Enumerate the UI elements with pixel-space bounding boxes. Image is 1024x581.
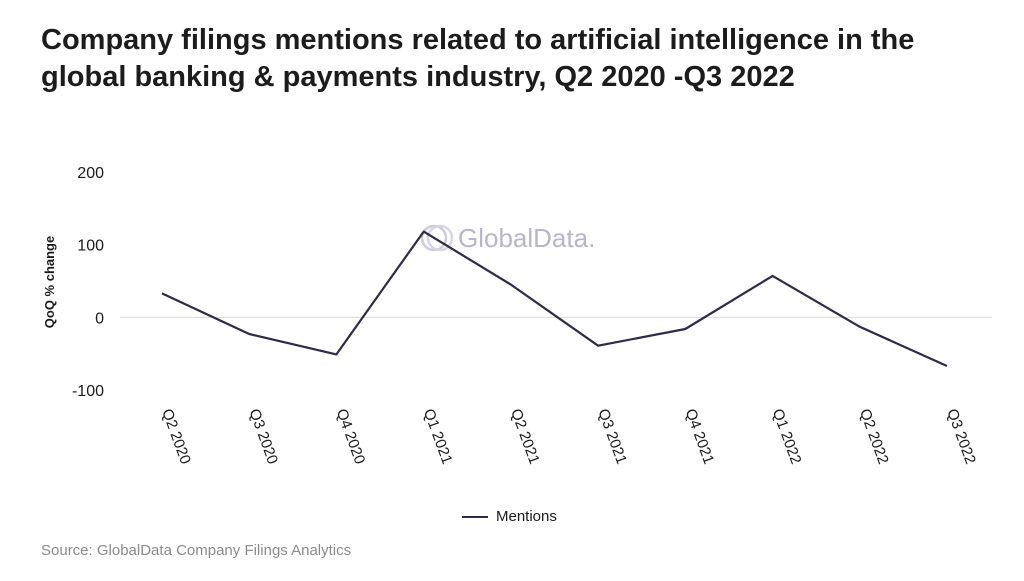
x-tick-label: Q1 2021 bbox=[420, 407, 456, 467]
legend-swatch bbox=[462, 515, 488, 518]
x-tick-label: Q2 2022 bbox=[856, 407, 892, 467]
y-axis-label: QoQ % change bbox=[42, 236, 57, 328]
x-tick-label: Q3 2022 bbox=[943, 407, 979, 467]
y-tick-label: -100 bbox=[72, 383, 104, 400]
y-tick-label: 0 bbox=[95, 310, 104, 327]
source-note: Source: GlobalData Company Filings Analy… bbox=[41, 542, 352, 559]
x-tick-label: Q2 2021 bbox=[507, 407, 543, 467]
chart-title: Company filings mentions related to arti… bbox=[41, 24, 915, 93]
x-tick-label: Q3 2020 bbox=[245, 407, 281, 467]
series-line-mentions bbox=[161, 230, 948, 368]
line-chart: GlobalData. 200 100 0 -100 Q2 2020 Q3 2020 Q4… bbox=[42, 165, 992, 467]
x-tick-label: Q4 2020 bbox=[333, 407, 369, 467]
legend: Mentions bbox=[462, 508, 557, 525]
x-tick-label: Q2 2020 bbox=[158, 407, 194, 467]
watermark-text: GlobalData. bbox=[458, 223, 595, 253]
y-tick-label: 200 bbox=[77, 165, 104, 182]
x-tick-label: Q1 2022 bbox=[769, 407, 805, 467]
x-tick-label: Q3 2021 bbox=[594, 407, 630, 467]
x-tick-label: Q4 2021 bbox=[682, 407, 718, 467]
y-tick-label: 100 bbox=[77, 238, 104, 255]
globaldata-watermark: GlobalData. bbox=[420, 223, 595, 253]
globaldata-logo-icon bbox=[420, 224, 454, 252]
legend-label: Mentions bbox=[496, 508, 557, 525]
